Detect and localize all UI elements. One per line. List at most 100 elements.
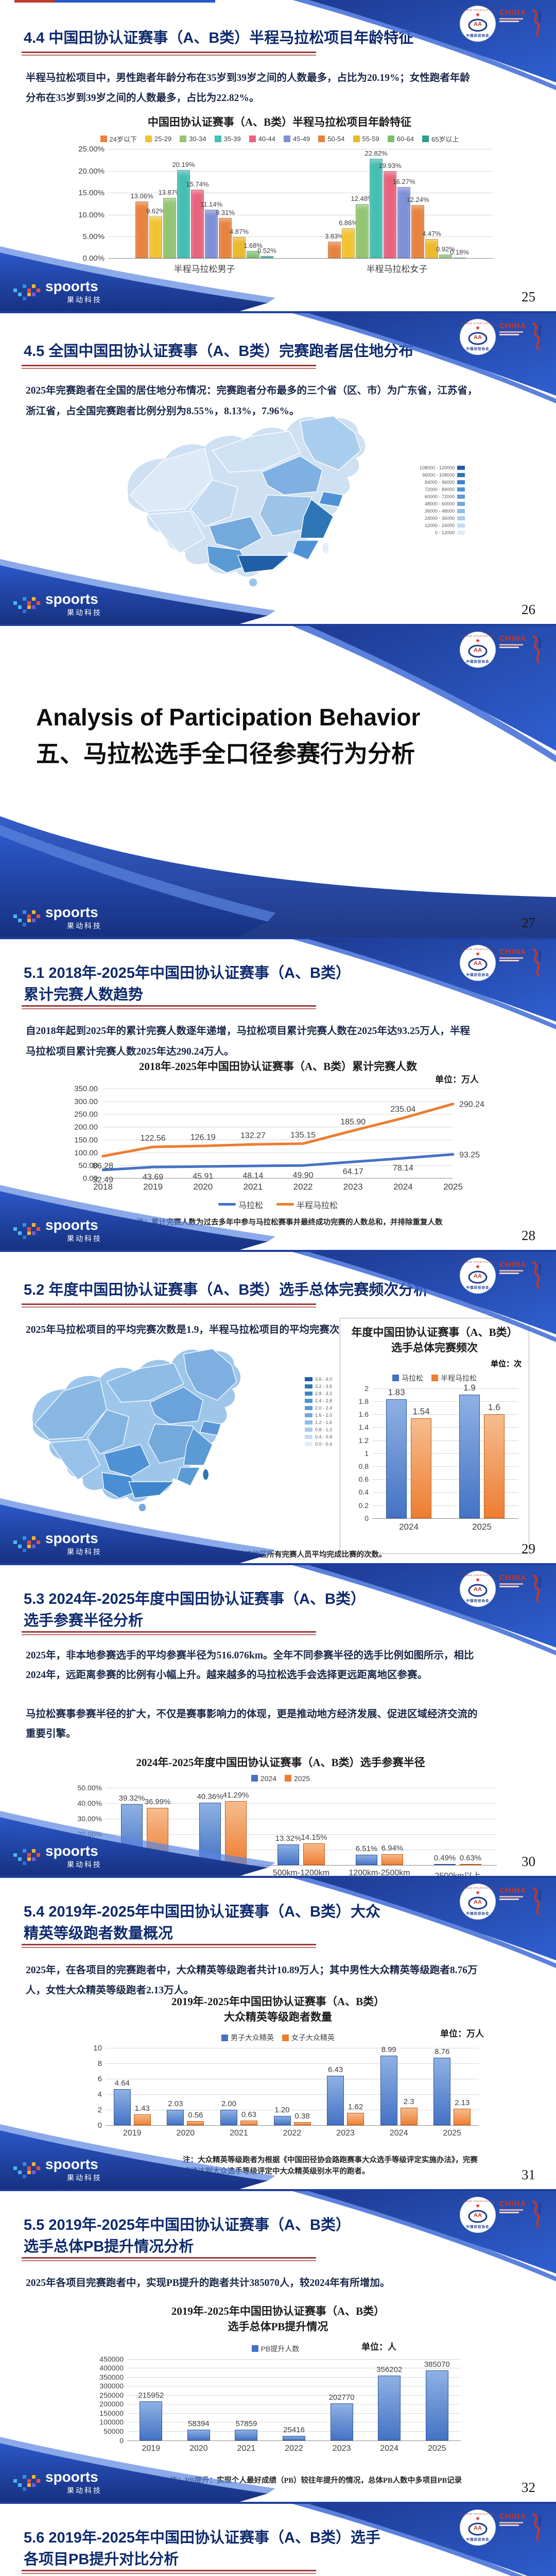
bar-value-label: 385070 <box>424 2360 450 2369</box>
page-title: 5.5 2019年-2025年中国田协认证赛事（A、B类） 选手总体PB提升情况分… <box>24 2216 351 2255</box>
legend-swatch <box>353 135 360 143</box>
caa-seal-logo: CHINESE ATHLETICS ASSOCIATION ★ AA 中国田径协… <box>460 632 495 667</box>
china-marathon-subtext-bar <box>499 2522 523 2523</box>
y-tick: 50.00% <box>77 1783 102 1792</box>
slide-32-pb-improvement-total: 5.5 2019年-2025年中国田协认证赛事（A、B类） 选手总体PB提升情况分… <box>0 2191 556 2504</box>
y-tick: 0.2 <box>358 1501 369 1510</box>
bar-value-label: 8.76 <box>435 2047 450 2056</box>
legend-item: 半程马拉松 <box>276 1198 338 1211</box>
bar-value-label: 3.83% <box>325 232 344 240</box>
spoorts-logo: spoorts 果动科技 <box>13 278 132 307</box>
runner-icon <box>532 635 542 663</box>
slide-bottom-edge <box>0 2189 556 2191</box>
bar: 20.19% <box>172 161 195 259</box>
spoorts-wordmark: spoorts <box>45 2469 98 2485</box>
caa-seal-logo: CHINESE ATHLETICS ASSOCIATION ★ AA 中国田径协… <box>460 1571 495 1606</box>
runner-icon <box>532 1261 542 1289</box>
track-oval-icon <box>468 1896 488 1910</box>
bar-value-label: 4.64 <box>114 2079 130 2088</box>
star-icon: ★ <box>475 1264 480 1270</box>
bar-value-label: 12.24% <box>406 195 429 204</box>
bar: 25416 <box>283 2426 306 2441</box>
bar-value-label: 4.87% <box>230 228 249 236</box>
track-oval-icon <box>468 332 488 345</box>
y-tick: 450000 <box>99 2354 124 2363</box>
caa-seal: CHINESE ATHLETICS ASSOCIATION ★ AA 中国田径协… <box>460 6 495 41</box>
x-category-label: 2020 <box>189 2444 208 2453</box>
caa-seal: CHINESE ATHLETICS ASSOCIATION ★ AA 中国田径协… <box>460 2197 495 2232</box>
runner-icon <box>532 322 542 350</box>
x-category-label: 2025 <box>427 2444 446 2453</box>
spoorts-wordmark: spoorts <box>45 904 98 920</box>
bar-value-label: 2.3 <box>403 2097 414 2106</box>
china-marathon-logo: CHINA <box>499 2512 544 2545</box>
star-icon: ★ <box>475 2202 480 2209</box>
caa-seal-chinese-text: 中国田径协会 <box>466 660 490 664</box>
chart-title: 年度中国田协认证赛事（A、B类）选手总体完赛频次 <box>351 1326 518 1354</box>
bar: 356202 <box>376 2365 402 2441</box>
bar-value-label: 8.99 <box>381 2045 396 2055</box>
china-marathon-wordmark: CHINA <box>499 947 527 956</box>
caa-seal-logo: CHINESE ATHLETICS ASSOCIATION ★ AA 中国田径协… <box>460 945 495 980</box>
top-edge-accent <box>55 0 215 3</box>
bar: 1.9 <box>459 1383 480 1518</box>
page-title: 5.1 2018年-2025年中国田协认证赛事（A、B类） 累计完赛人数趋势 <box>24 964 351 1003</box>
slide-26-residence-distribution: 4.5 全国中国田协认证赛事（A、B类）完赛跑者居住地分布 2025年完赛跑者在… <box>0 313 556 626</box>
title-underline <box>22 1631 316 1635</box>
caa-seal-chinese-text: 中国田径协会 <box>466 2538 490 2541</box>
bar: 14.15% <box>301 1833 327 1865</box>
x-category-label: 2023 <box>336 2129 355 2138</box>
caa-seal-logo: CHINESE ATHLETICS ASSOCIATION ★ AA 中国田径协… <box>460 1884 495 1919</box>
y-tick: 20.00% <box>77 1829 102 1838</box>
bar: 215952 <box>138 2391 164 2441</box>
bar-value-label: 9.31% <box>216 208 235 216</box>
slide-bottom-edge <box>0 311 556 313</box>
slide-bottom-edge <box>0 1250 556 1252</box>
bar-value-label: 215952 <box>138 2391 164 2400</box>
runner-icon <box>532 948 542 976</box>
x-category-label: 2024 <box>380 2444 398 2453</box>
legend-item: 45-49 <box>284 135 310 143</box>
bar-value-label: 0.38 <box>294 2112 310 2121</box>
x-category-label: 1200km-2500km <box>349 1868 410 1877</box>
chart-unit-label: 单位：万人 <box>435 1074 479 1084</box>
bar-value-label: 25416 <box>283 2425 305 2434</box>
y-tick: 1 <box>364 1449 369 1458</box>
y-tick: 1.2 <box>358 1436 369 1445</box>
china-marathon-subtext-bar <box>499 1896 523 1897</box>
star-icon: ★ <box>475 638 480 644</box>
svg-text:2018: 2018 <box>93 1182 113 1192</box>
bar: 202770 <box>329 2393 355 2441</box>
bar-value-label: 40.36% <box>197 1792 223 1801</box>
china-marathon-logo: CHINA <box>499 321 544 354</box>
legend-swatch <box>284 135 290 143</box>
y-tick: 8 <box>97 2059 102 2068</box>
x-category-label: 500km-1200km <box>272 1868 330 1877</box>
page-title: 5.4 2019年-2025年中国田协认证赛事（A、B类）大众 精英等级跑者数量概… <box>24 1904 380 1942</box>
svg-text:50.00: 50.00 <box>78 1161 98 1170</box>
bar: 0.56 <box>187 2111 204 2125</box>
page-title: 4.4 中国田协认证赛事（A、B类）半程马拉松项目年龄特征 <box>24 30 414 47</box>
bar: 2.3 <box>400 2097 418 2125</box>
bar-value-label: 57859 <box>235 2419 257 2429</box>
runner-icon <box>532 1574 542 1602</box>
chart-unit-label: 单位：万人 <box>440 2029 484 2039</box>
svg-text:135.15: 135.15 <box>290 1130 316 1139</box>
svg-text:185.90: 185.90 <box>340 1117 366 1126</box>
bar-value-label: 0.63 <box>241 2110 257 2119</box>
bar-value-label: 1.9 <box>463 1383 476 1393</box>
y-tick: 300000 <box>99 2382 124 2391</box>
legend-item: 50-54 <box>318 135 345 143</box>
bar: 19.93% <box>378 162 402 259</box>
spoorts-chinese-name: 果动科技 <box>67 1547 102 1556</box>
bar-value-label: 13.87% <box>158 188 181 196</box>
star-icon: ★ <box>475 12 480 18</box>
china-marathon-wordmark: CHINA <box>499 321 527 330</box>
svg-text:132.27: 132.27 <box>240 1131 266 1140</box>
y-tick: 0 <box>119 2436 124 2445</box>
page-title: 5.6 2019年-2025年中国田协认证赛事（A、B类）选手 各项目PB提升对比… <box>24 2530 380 2568</box>
bar-value-label: 1.83 <box>388 1387 405 1398</box>
svg-text:2021: 2021 <box>244 1182 263 1192</box>
bar: 0.52% <box>257 247 276 259</box>
x-category-label: 2025 <box>472 1521 492 1532</box>
